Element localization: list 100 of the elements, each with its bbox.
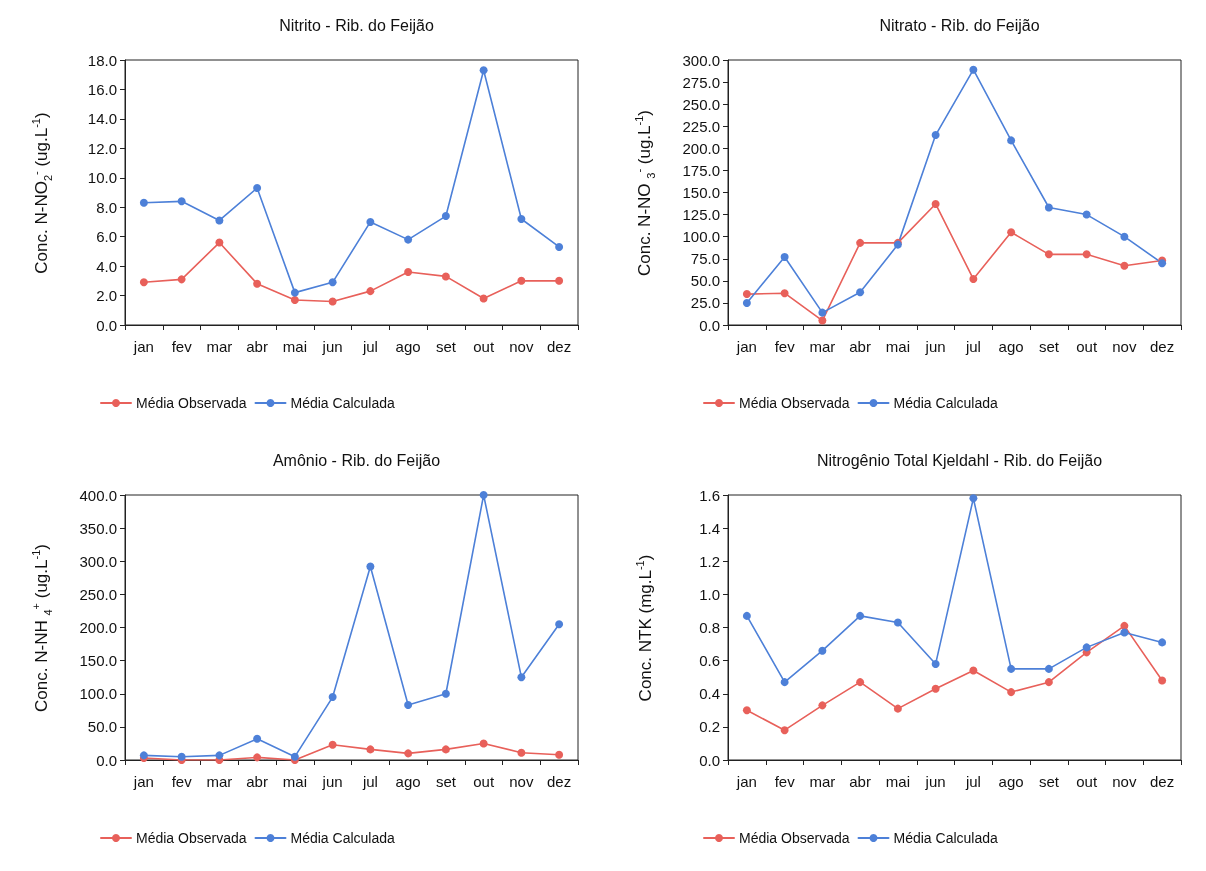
point bbox=[479, 739, 488, 748]
y-tick-label: 250.0 bbox=[79, 585, 117, 603]
x-tick-label: mai bbox=[282, 338, 307, 355]
y-tick-label: 50.0 bbox=[690, 272, 720, 290]
point bbox=[1120, 232, 1129, 241]
x-tick-label: set bbox=[1038, 338, 1060, 355]
point bbox=[290, 295, 299, 304]
point bbox=[177, 275, 186, 284]
y-tick-label: 350.0 bbox=[79, 519, 117, 537]
point bbox=[555, 242, 564, 251]
legend-label: Média Observada bbox=[739, 830, 850, 846]
point bbox=[253, 184, 262, 193]
point bbox=[969, 494, 978, 503]
point bbox=[1044, 664, 1053, 673]
x-tick-label: mar bbox=[809, 773, 836, 790]
x-tick-label: dez bbox=[547, 773, 572, 790]
point bbox=[818, 308, 827, 317]
point bbox=[404, 749, 413, 758]
x-tick-label: dez bbox=[1150, 338, 1175, 355]
point bbox=[1120, 261, 1129, 270]
x-tick-label: jan bbox=[132, 773, 154, 790]
y-tick-label: 0.4 bbox=[699, 685, 720, 703]
point bbox=[479, 66, 488, 75]
point bbox=[328, 740, 337, 749]
point bbox=[818, 646, 827, 655]
x-tick-label: mai bbox=[885, 773, 910, 790]
y-tick-label: 275.0 bbox=[682, 73, 720, 91]
x-tick-label: set bbox=[435, 338, 457, 355]
x-tick-label: out bbox=[473, 338, 495, 355]
point bbox=[555, 276, 564, 285]
y-tick-label: 1.6 bbox=[699, 486, 720, 504]
y-tick-label: 200.0 bbox=[79, 619, 117, 636]
y-tick-label: 0.8 bbox=[699, 619, 720, 636]
point bbox=[253, 734, 262, 743]
y-tick-label: 150.0 bbox=[79, 652, 117, 670]
point bbox=[931, 131, 940, 140]
y-tick-label: 0.0 bbox=[96, 316, 117, 334]
x-tick-label: abr bbox=[246, 773, 268, 790]
point bbox=[856, 238, 865, 247]
point bbox=[479, 294, 488, 303]
y-tick-label: 75.0 bbox=[690, 250, 720, 268]
point bbox=[742, 706, 751, 715]
point bbox=[931, 659, 940, 668]
point bbox=[517, 215, 526, 223]
point bbox=[1158, 676, 1167, 685]
point bbox=[856, 611, 865, 620]
x-tick-label: out bbox=[1076, 338, 1098, 355]
point bbox=[742, 290, 751, 299]
x-tick-label: jun bbox=[924, 338, 946, 355]
y-tick-label: 1.0 bbox=[699, 585, 720, 603]
y-tick-label: 0.6 bbox=[699, 652, 720, 670]
point bbox=[441, 689, 450, 698]
point bbox=[328, 278, 337, 287]
point bbox=[780, 289, 789, 298]
point bbox=[290, 752, 299, 761]
point bbox=[253, 279, 262, 288]
x-tick-label: fev bbox=[171, 338, 193, 355]
y-tick-label: 400.0 bbox=[79, 486, 117, 504]
point bbox=[780, 252, 789, 261]
y-tick-label: 1.2 bbox=[699, 552, 720, 570]
point bbox=[1007, 228, 1016, 237]
y-tick-label: 0.2 bbox=[699, 718, 720, 736]
point bbox=[742, 298, 751, 307]
point bbox=[177, 197, 186, 206]
y-tick-label: 50.0 bbox=[87, 718, 117, 736]
y-tick-label: 150.0 bbox=[682, 184, 720, 201]
x-tick-label: jul bbox=[361, 338, 378, 355]
y-tick-label: 100.0 bbox=[682, 228, 720, 246]
point bbox=[215, 751, 224, 760]
point bbox=[366, 217, 375, 226]
y-tick-label: 10.0 bbox=[87, 169, 117, 187]
x-tick-label: jul bbox=[964, 773, 981, 790]
point bbox=[818, 316, 827, 325]
legend-label: Média Calculada bbox=[290, 830, 395, 846]
point bbox=[969, 65, 978, 74]
point bbox=[931, 199, 940, 208]
x-tick-label: nov bbox=[509, 338, 534, 355]
y-tick-label: 300.0 bbox=[682, 51, 720, 69]
x-tick-label: ago bbox=[998, 338, 1024, 355]
x-tick-label: mar bbox=[809, 338, 836, 355]
point bbox=[856, 288, 865, 297]
point bbox=[1082, 210, 1091, 219]
point bbox=[931, 684, 940, 693]
y-tick-label: 14.0 bbox=[87, 110, 117, 128]
point bbox=[1158, 638, 1167, 647]
point bbox=[780, 726, 789, 735]
y-tick-label: 25.0 bbox=[690, 294, 720, 312]
point bbox=[253, 753, 262, 762]
x-tick-label: nov bbox=[1112, 773, 1137, 790]
point bbox=[1007, 664, 1016, 673]
x-tick-label: nov bbox=[1112, 338, 1137, 355]
point bbox=[366, 562, 375, 571]
x-tick-label: mai bbox=[885, 338, 910, 355]
y-tick-label: 125.0 bbox=[682, 206, 720, 224]
point bbox=[139, 198, 148, 207]
point bbox=[818, 701, 827, 710]
point bbox=[404, 701, 413, 710]
point bbox=[893, 704, 902, 713]
y-tick-label: 200.0 bbox=[682, 139, 720, 157]
x-tick-label: mai bbox=[282, 773, 307, 790]
